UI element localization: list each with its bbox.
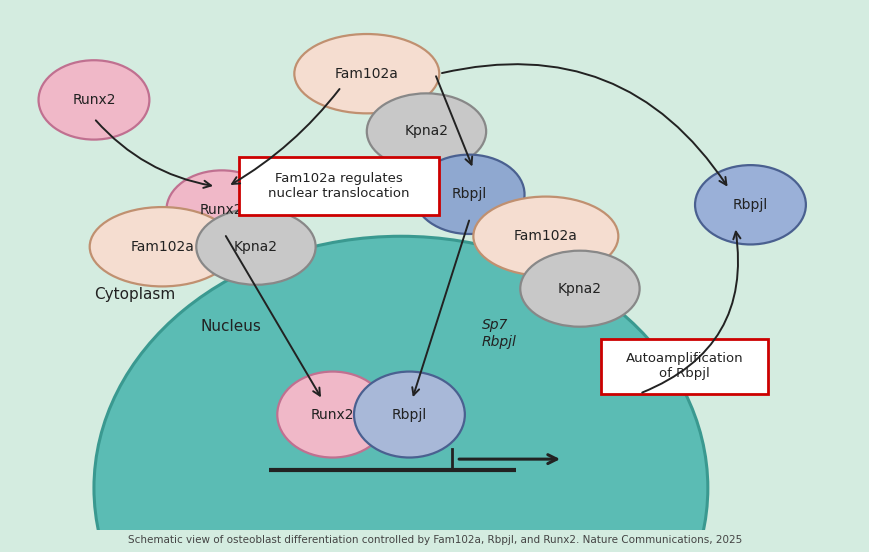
Text: Fam102a: Fam102a (335, 67, 398, 81)
Text: Rbpjl: Rbpjl (451, 187, 486, 201)
Text: Runx2: Runx2 (72, 93, 116, 107)
Text: Kpna2: Kpna2 (234, 240, 277, 254)
Ellipse shape (520, 251, 639, 327)
Ellipse shape (196, 209, 315, 285)
Text: Fam102a: Fam102a (130, 240, 194, 254)
Text: Schematic view of osteoblast differentiation controlled by Fam102a, Rbpjl, and R: Schematic view of osteoblast differentia… (128, 535, 741, 545)
Text: Cytoplasm: Cytoplasm (94, 287, 175, 302)
FancyBboxPatch shape (600, 338, 766, 394)
Text: Runx2: Runx2 (200, 203, 243, 217)
Text: Rbpjl: Rbpjl (391, 407, 427, 422)
Text: Sp7
Rbpjl: Sp7 Rbpjl (481, 317, 516, 349)
Ellipse shape (367, 93, 486, 169)
Ellipse shape (294, 34, 439, 113)
Ellipse shape (166, 171, 277, 250)
Ellipse shape (94, 236, 707, 552)
Text: Fam102a: Fam102a (514, 229, 577, 243)
Text: Fam102a regulates
nuclear translocation: Fam102a regulates nuclear translocation (268, 172, 409, 200)
Ellipse shape (694, 165, 805, 245)
Ellipse shape (277, 371, 388, 458)
Text: Rbpjl: Rbpjl (732, 198, 767, 212)
Text: Kpna2: Kpna2 (557, 282, 601, 296)
Text: Nucleus: Nucleus (200, 319, 261, 333)
FancyBboxPatch shape (239, 157, 439, 215)
Text: Autoamplification
of Rbpjl: Autoamplification of Rbpjl (625, 352, 742, 380)
Ellipse shape (354, 371, 464, 458)
Text: Kpna2: Kpna2 (404, 124, 448, 139)
Text: Runx2: Runx2 (310, 407, 354, 422)
Ellipse shape (473, 197, 618, 276)
Ellipse shape (38, 60, 149, 140)
Ellipse shape (414, 155, 524, 234)
Ellipse shape (90, 207, 235, 286)
